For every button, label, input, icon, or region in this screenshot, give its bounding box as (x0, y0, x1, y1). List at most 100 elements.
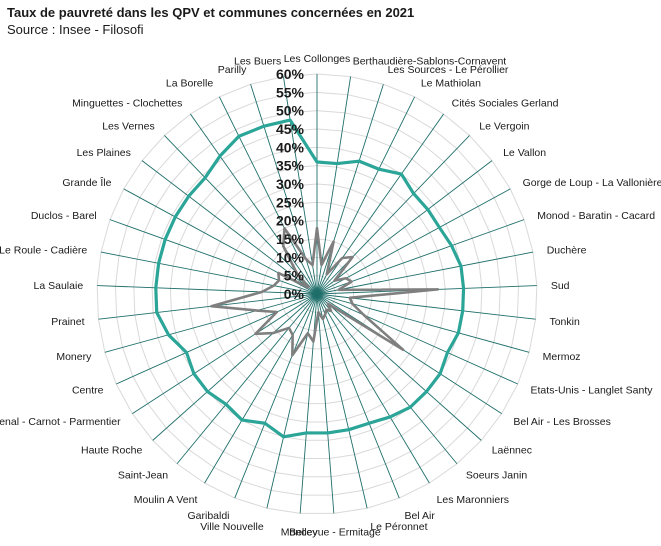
category-label: Moulin A Vent (134, 494, 198, 506)
spoke-line (204, 293, 318, 484)
category-label: Haute Roche (81, 445, 142, 457)
r-tick-label: 25% (276, 194, 305, 210)
r-tick-label: 20% (276, 213, 305, 229)
grid-ring (96, 73, 538, 514)
spoke-line (141, 160, 318, 295)
spoke-line (190, 113, 318, 295)
spoke-line (316, 293, 518, 385)
category-label: Gorge de Loup - La Vallonière (523, 177, 661, 189)
radial-tick-labels: 0% 5% 10% 15% 20% 25% 30% 35% 40% 45% 50% 55% 60% (276, 66, 305, 302)
category-label: Le Vallon (503, 147, 546, 159)
spoke-line (100, 251, 318, 295)
spoke-line (218, 96, 318, 295)
spoke-line (98, 293, 318, 320)
category-label: Duchère (547, 244, 587, 256)
spoke-line (316, 293, 502, 414)
radar-grid (96, 73, 538, 514)
category-label: Etats-Unis - Langlet Santy (531, 385, 654, 397)
spoke-line (316, 293, 335, 514)
chart-title: Taux de pauvreté dans les QPV et commune… (7, 5, 415, 20)
category-label: Bel Air - Les Brosses (513, 416, 610, 428)
r-tick-label: 10% (276, 249, 305, 265)
spoke-line (316, 84, 384, 295)
category-label: Soeurs Janin (466, 470, 527, 482)
r-tick-label: 15% (276, 231, 305, 247)
category-label: Laënnec (492, 445, 532, 457)
spoke-line (316, 160, 493, 295)
r-tick-label: 0% (284, 286, 305, 302)
spoke-line (164, 135, 318, 295)
spoke-line (316, 293, 458, 465)
spoke-line (316, 293, 368, 509)
spoke-line (316, 76, 352, 295)
spoke-line (316, 135, 470, 295)
spoke-line (316, 293, 430, 484)
r-tick-label: 55% (276, 84, 305, 100)
spoke-line (316, 188, 511, 295)
spoke-line (282, 76, 318, 295)
category-label: Le Mathiolan (421, 77, 481, 89)
category-label: Parilly (218, 64, 247, 76)
category-label: Les Collonges (284, 53, 351, 65)
category-label: Le Péronnet (370, 521, 427, 533)
category-label: Mermoz (543, 351, 581, 363)
category-label: Les Plaines (77, 147, 131, 159)
category-label: Minguettes - Clochettes (72, 98, 182, 110)
spoke-line (316, 251, 534, 295)
category-label: Centre (72, 385, 104, 397)
category-label: Garibaldi (187, 510, 229, 522)
grid-ring (261, 238, 373, 350)
category-label: Duclos - Barel (31, 210, 97, 222)
category-label: La Borelle (166, 77, 213, 89)
category-label: Cités Sociales Gerland (452, 98, 559, 110)
series-2-line (154, 118, 466, 439)
category-label: Grande Île (62, 176, 111, 189)
grid-ring (206, 183, 428, 405)
category-label: Bel Air (404, 510, 435, 522)
category-label: Tonkin (549, 316, 580, 328)
category-label: Sud (551, 280, 570, 292)
category-label: Ville Nouvelle (200, 521, 264, 533)
spoke-line (132, 293, 318, 414)
spoke-line (176, 293, 318, 465)
category-label: Moncey (281, 526, 319, 538)
grid-ring (133, 110, 501, 478)
category-label: Arsenal - Carnot - Parmentier (0, 416, 121, 428)
spoke-line (316, 293, 400, 499)
category-label: Prainet (51, 316, 84, 328)
r-tick-label: 60% (276, 66, 305, 82)
grid-ring (151, 128, 483, 460)
category-label: Le Vergoin (479, 120, 529, 132)
r-tick-label: 5% (284, 268, 305, 284)
category-label: Bellevue - Ermitage (289, 526, 381, 538)
grid-ring (114, 91, 520, 496)
spoke-line (266, 293, 318, 509)
spoke-line (104, 293, 318, 353)
grid-ring (169, 146, 465, 441)
spoke-line (152, 293, 318, 441)
category-label: Les Sources - Le Pérollier (388, 64, 509, 76)
category-label: La Saulaie (34, 280, 84, 292)
spoke-line (109, 219, 318, 295)
series-1-line (210, 226, 440, 357)
r-tick-label: 50% (276, 103, 305, 119)
category-label: Saint-Jean (118, 470, 168, 482)
category-label: Les Maronniers (437, 494, 509, 506)
r-tick-label: 30% (276, 176, 305, 192)
category-labels: Les Collonges Berthaudière-Sablons-Cornav… (0, 53, 661, 538)
spoke-line (316, 293, 482, 441)
category-label: Le Roule - Cadière (0, 244, 87, 256)
spoke-line (234, 293, 318, 499)
r-tick-label: 40% (276, 139, 305, 155)
category-label: Monod - Baratin - Cacard (537, 210, 655, 222)
r-tick-label: 45% (276, 121, 305, 137)
radar-series (154, 118, 466, 439)
spoke-line (97, 285, 318, 295)
spoke-line (316, 96, 416, 295)
category-label: Les Buers (234, 56, 281, 68)
grid-ring (188, 165, 446, 423)
category-label: Monery (56, 351, 92, 363)
grid-ring (243, 220, 391, 368)
spoke-line (116, 293, 318, 385)
